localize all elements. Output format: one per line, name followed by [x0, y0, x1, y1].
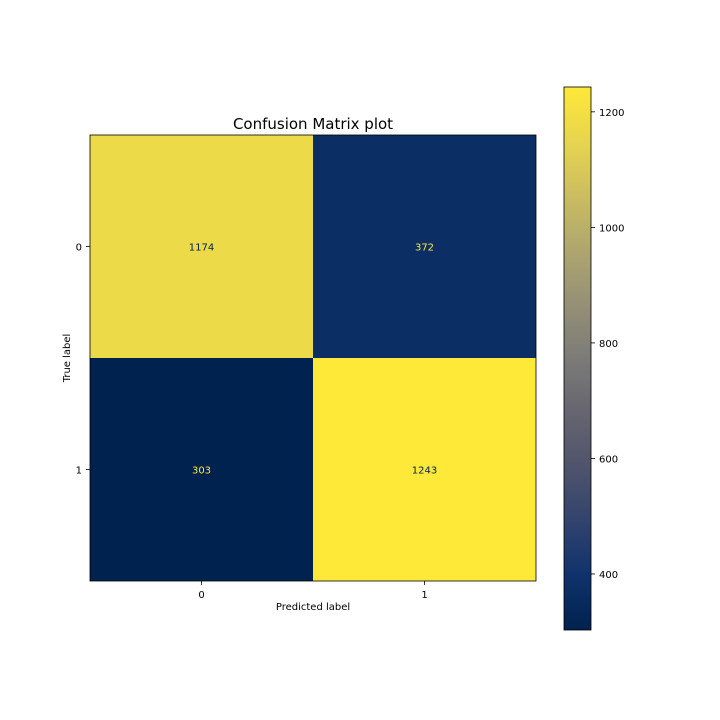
heatmap-cell	[90, 135, 313, 358]
x-axis-label: Predicted label	[276, 602, 350, 613]
y-tick-label: 1	[76, 466, 82, 477]
cell-value-label: 303	[192, 466, 211, 477]
x-tick-label: 1	[421, 590, 427, 601]
heatmap-cell	[90, 358, 313, 581]
y-axis-label: True label	[62, 334, 73, 384]
heatmap-cell	[313, 135, 536, 358]
y-axis-ticks: 01	[76, 243, 90, 477]
x-tick-label: 0	[198, 590, 204, 601]
plot-frame	[89, 134, 537, 582]
colorbar-tick-label: 1000	[599, 223, 624, 234]
colorbar	[563, 86, 592, 631]
colorbar-tick-label: 1200	[599, 108, 624, 119]
colorbar-ticks: 400 600 800 1000 1200	[591, 108, 624, 581]
cell-value-label: 372	[415, 243, 434, 254]
cell-value-label: 1174	[189, 243, 214, 254]
colorbar-tick-label: 400	[599, 570, 618, 581]
cell-value-label: 1243	[412, 466, 437, 477]
y-tick-label: 0	[76, 243, 82, 254]
heatmap-cell	[313, 358, 536, 581]
colorbar-tick-label: 600	[599, 454, 618, 465]
heatmap-cells: 1174 372 303 1243	[90, 135, 536, 581]
chart-title: Confusion Matrix plot	[233, 115, 393, 133]
colorbar-tick-label: 800	[599, 339, 618, 350]
